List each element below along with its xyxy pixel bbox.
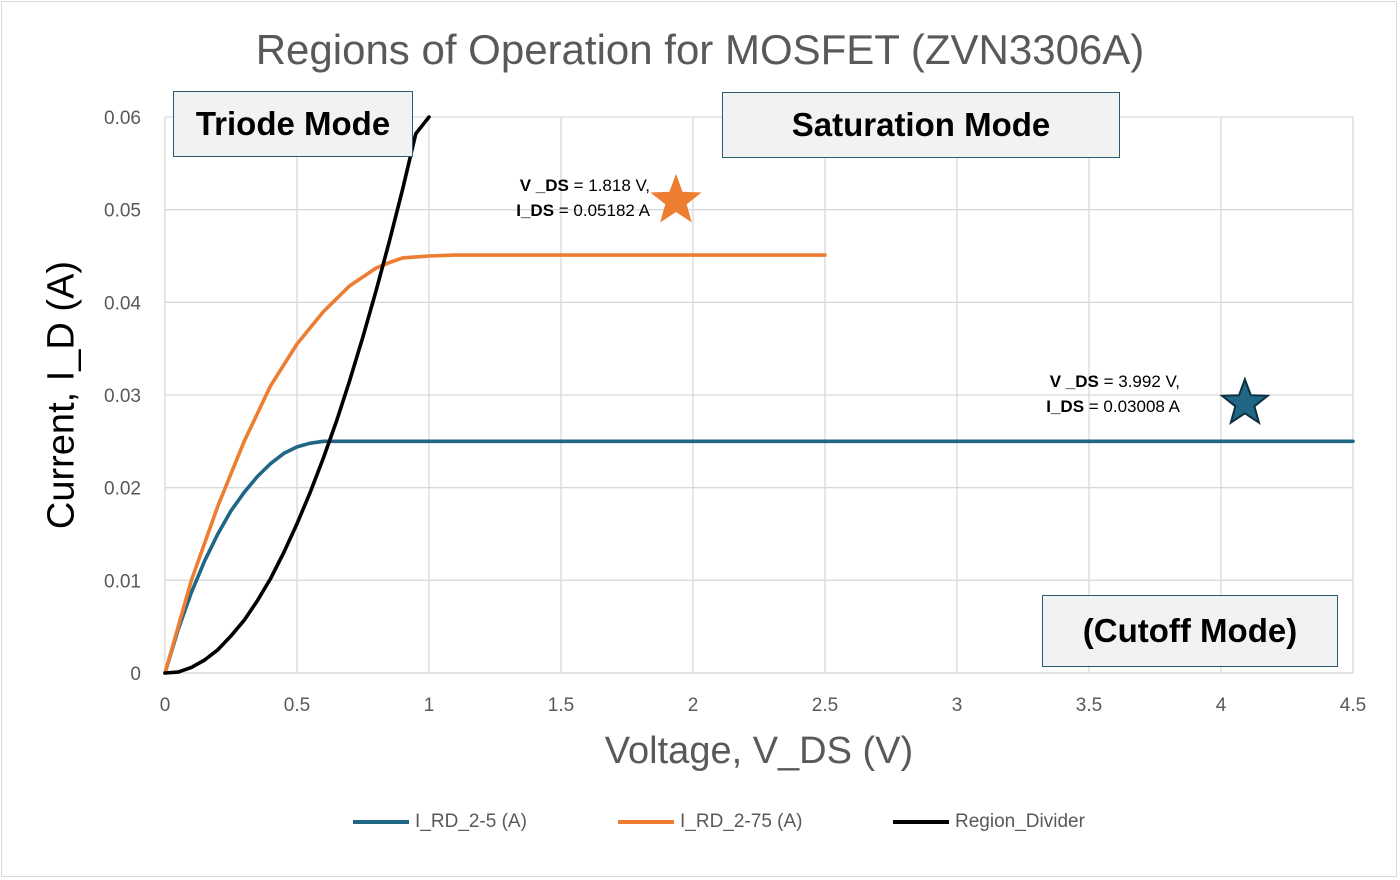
y-tick-label: 0 xyxy=(130,664,141,685)
vds-value: = 3.992 V, xyxy=(1098,372,1180,391)
x-tick-label: 1.5 xyxy=(548,695,574,716)
legend-label-2: I_RD_2-75 (A) xyxy=(680,811,803,832)
cutoff-mode-label: (Cutoff Mode) xyxy=(1042,595,1338,667)
series-line-3 xyxy=(163,115,431,675)
star-marker-1 xyxy=(650,173,702,223)
saturation-mode-label: Saturation Mode xyxy=(722,92,1120,158)
x-tick-label: 4.5 xyxy=(1340,695,1366,716)
x-tick-labels: 0 0.5 1 1.5 2 2.5 3 3.5 4 4.5 xyxy=(160,695,1367,716)
series-line-2 xyxy=(163,253,827,675)
vds-label: V _DS xyxy=(519,176,569,195)
legend-swatch-3 xyxy=(893,820,949,824)
x-axis-label: Voltage, V_DS (V) xyxy=(604,730,914,772)
legend-label-1: I_RD_2-5 (A) xyxy=(415,811,527,832)
ids-label: I_DS xyxy=(1046,397,1085,416)
star-markers xyxy=(650,173,1271,426)
chart-title: Regions of Operation for MOSFET (ZVN3306… xyxy=(255,26,1145,73)
orange-star-annotation: V _DS = 1.818 V, I_DS = 0.05182 A xyxy=(516,173,650,223)
y-tick-label: 0.06 xyxy=(104,108,141,129)
ids-label: I_DS xyxy=(516,201,555,220)
x-tick-label: 1 xyxy=(424,695,435,716)
legend-item-3: Region_Divider xyxy=(893,811,1085,833)
legend-swatch-1 xyxy=(353,820,409,824)
legend-item-1: I_RD_2-5 (A) xyxy=(353,811,527,833)
legend-item-2: I_RD_2-75 (A) xyxy=(618,811,803,833)
x-tick-label: 3 xyxy=(952,695,963,716)
y-tick-label: 0.02 xyxy=(104,479,141,500)
legend-label-3: Region_Divider xyxy=(955,811,1085,832)
vds-value: = 1.818 V, xyxy=(568,176,650,195)
grid-lines xyxy=(164,116,1354,674)
ids-value: = 0.03008 A xyxy=(1084,397,1180,416)
x-tick-label: 0.5 xyxy=(284,695,310,716)
star-marker-2 xyxy=(1219,376,1271,426)
ids-value: = 0.05182 A xyxy=(554,201,650,220)
x-tick-label: 2.5 xyxy=(812,695,838,716)
x-tick-label: 0 xyxy=(160,695,171,716)
series-line-1 xyxy=(163,439,1355,675)
series-lines xyxy=(163,115,1355,675)
blue-star-annotation: V _DS = 3.992 V, I_DS = 0.03008 A xyxy=(1046,369,1180,419)
y-tick-label: 0.04 xyxy=(104,293,141,314)
y-tick-label: 0.05 xyxy=(104,201,141,222)
y-axis-label: Current, I_D (A) xyxy=(40,260,83,530)
vds-label: V _DS xyxy=(1049,372,1099,391)
x-tick-label: 3.5 xyxy=(1076,695,1102,716)
legend-swatch-2 xyxy=(618,820,674,824)
x-tick-label: 2 xyxy=(688,695,699,716)
y-tick-label: 0.03 xyxy=(104,386,141,407)
y-tick-label: 0.01 xyxy=(104,571,141,592)
triode-mode-label: Triode Mode xyxy=(173,91,413,157)
chart-legend: I_RD_2-5 (A) I_RD_2-75 (A) Region_Divide… xyxy=(0,811,1400,837)
x-tick-label: 4 xyxy=(1216,695,1227,716)
y-tick-labels: 0 0.01 0.02 0.03 0.04 0.05 0.06 xyxy=(104,108,141,685)
